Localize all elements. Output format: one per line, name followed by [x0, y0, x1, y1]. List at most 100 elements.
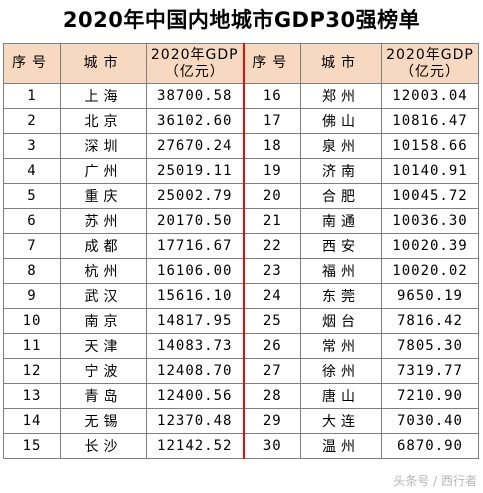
rank-cell: 19 — [243, 158, 301, 184]
city-cell: 苏州 — [60, 208, 147, 234]
table-row: 14 无锡 12370.48 29 大连 7030.40 — [3, 408, 479, 434]
rank-cell: 6 — [3, 208, 61, 234]
rank-cell: 3 — [3, 133, 61, 159]
rank-cell: 15 — [3, 433, 61, 459]
rank-cell: 4 — [3, 158, 61, 184]
gdp-cell: 7030.40 — [381, 408, 479, 434]
table-row: 7 成都 17716.67 22 西安 10020.39 — [3, 233, 479, 259]
city-cell: 北京 — [60, 108, 147, 134]
header-gdp-right: 2020年GDP （亿元） — [381, 43, 479, 84]
header-gdp-left: 2020年GDP （亿元） — [146, 43, 245, 84]
header-rank-left: 序号 — [3, 43, 61, 84]
rank-cell: 30 — [243, 433, 301, 459]
gdp-cell: 12370.48 — [146, 408, 245, 434]
city-cell: 济南 — [300, 158, 382, 184]
gdp-cell: 12400.56 — [146, 383, 245, 409]
gdp-cell: 38700.58 — [146, 83, 245, 109]
table-row: 10 南京 14817.95 25 烟台 7816.42 — [3, 308, 479, 334]
table-row: 3 深圳 27670.24 18 泉州 10158.66 — [3, 133, 479, 159]
gdp-cell: 10020.02 — [381, 258, 479, 284]
rank-cell: 26 — [243, 333, 301, 359]
table-row: 4 广州 25019.11 19 济南 10140.91 — [3, 158, 479, 184]
rank-cell: 5 — [3, 183, 61, 209]
gdp-cell: 15616.10 — [146, 283, 245, 309]
table-row: 5 重庆 25002.79 20 合肥 10045.72 — [3, 183, 479, 209]
header-city-left: 城市 — [60, 43, 147, 84]
gdp-cell: 7816.42 — [381, 308, 479, 334]
rank-cell: 24 — [243, 283, 301, 309]
gdp-cell: 10816.47 — [381, 108, 479, 134]
rank-cell: 29 — [243, 408, 301, 434]
gdp-cell: 10045.72 — [381, 183, 479, 209]
city-cell: 福州 — [300, 258, 382, 284]
rank-cell: 1 — [3, 83, 61, 109]
rank-cell: 2 — [3, 108, 61, 134]
gdp-cell: 12142.52 — [146, 433, 245, 459]
gdp-cell: 14083.73 — [146, 333, 245, 359]
header-city-right: 城市 — [300, 43, 382, 84]
city-cell: 宁波 — [60, 358, 147, 384]
table-row: 8 杭州 16106.00 23 福州 10020.02 — [3, 258, 479, 284]
rank-cell: 14 — [3, 408, 61, 434]
table-row: 11 天津 14083.73 26 常州 7805.30 — [3, 333, 479, 359]
gdp-cell: 10036.30 — [381, 208, 479, 234]
rank-cell: 8 — [3, 258, 61, 284]
rank-cell: 7 — [3, 233, 61, 259]
gdp-cell: 6870.90 — [381, 433, 479, 459]
city-cell: 佛山 — [300, 108, 382, 134]
header-gdp-line2: （亿元） — [164, 63, 225, 80]
gdp-cell: 36102.60 — [146, 108, 245, 134]
city-cell: 南通 — [300, 208, 382, 234]
gdp-cell: 20170.50 — [146, 208, 245, 234]
rank-cell: 18 — [243, 133, 301, 159]
city-cell: 广州 — [60, 158, 147, 184]
header-gdp-line1: 2020年GDP — [386, 46, 474, 63]
city-cell: 无锡 — [60, 408, 147, 434]
city-cell: 天津 — [60, 333, 147, 359]
gdp-cell: 7319.77 — [381, 358, 479, 384]
rank-cell: 25 — [243, 308, 301, 334]
rank-cell: 12 — [3, 358, 61, 384]
rank-cell: 20 — [243, 183, 301, 209]
rank-cell: 10 — [3, 308, 61, 334]
header-rank-right: 序号 — [243, 43, 301, 84]
gdp-cell: 25019.11 — [146, 158, 245, 184]
table-header-row: 序号 城市 2020年GDP （亿元） 序号 城市 2020年GDP （亿元） — [3, 43, 479, 84]
table-row: 13 青岛 12400.56 28 唐山 7210.90 — [3, 383, 479, 409]
table-row: 1 上海 38700.58 16 郑州 12003.04 — [3, 83, 479, 109]
city-cell: 郑州 — [300, 83, 382, 109]
table-row: 15 长沙 12142.52 30 温州 6870.90 — [3, 433, 479, 459]
gdp-cell: 25002.79 — [146, 183, 245, 209]
gdp-cell: 16106.00 — [146, 258, 245, 284]
city-cell: 重庆 — [60, 183, 147, 209]
city-cell: 常州 — [300, 333, 382, 359]
city-cell: 成都 — [60, 233, 147, 259]
city-cell: 唐山 — [300, 383, 382, 409]
gdp-cell: 17716.67 — [146, 233, 245, 259]
gdp-cell: 12003.04 — [381, 83, 479, 109]
gdp-cell: 10140.91 — [381, 158, 479, 184]
gdp-cell: 27670.24 — [146, 133, 245, 159]
page-title: 2020年中国内地城市GDP30强榜单 — [62, 8, 421, 32]
city-cell: 烟台 — [300, 308, 382, 334]
header-gdp-line2: （亿元） — [400, 63, 460, 80]
table-row: 2 北京 36102.60 17 佛山 10816.47 — [3, 108, 479, 134]
city-cell: 武汉 — [60, 283, 147, 309]
city-cell: 温州 — [300, 433, 382, 459]
watermark: 头条号 / 西行者 — [393, 474, 477, 488]
table-row: 12 宁波 12408.70 27 徐州 7319.77 — [3, 358, 479, 384]
table-row: 9 武汉 15616.10 24 东莞 9650.19 — [3, 283, 479, 309]
gdp-cell: 14817.95 — [146, 308, 245, 334]
rank-cell: 27 — [243, 358, 301, 384]
city-cell: 青岛 — [60, 383, 147, 409]
rank-cell: 9 — [3, 283, 61, 309]
city-cell: 大连 — [300, 408, 382, 434]
rank-cell: 22 — [243, 233, 301, 259]
gdp-cell: 10158.66 — [381, 133, 479, 159]
rank-cell: 23 — [243, 258, 301, 284]
gdp-cell: 12408.70 — [146, 358, 245, 384]
gdp-ranking-table: 序号 城市 2020年GDP （亿元） 序号 城市 2020年GDP （亿元） … — [3, 43, 479, 459]
city-cell: 东莞 — [300, 283, 382, 309]
city-cell: 南京 — [60, 308, 147, 334]
city-cell: 上海 — [60, 83, 147, 109]
